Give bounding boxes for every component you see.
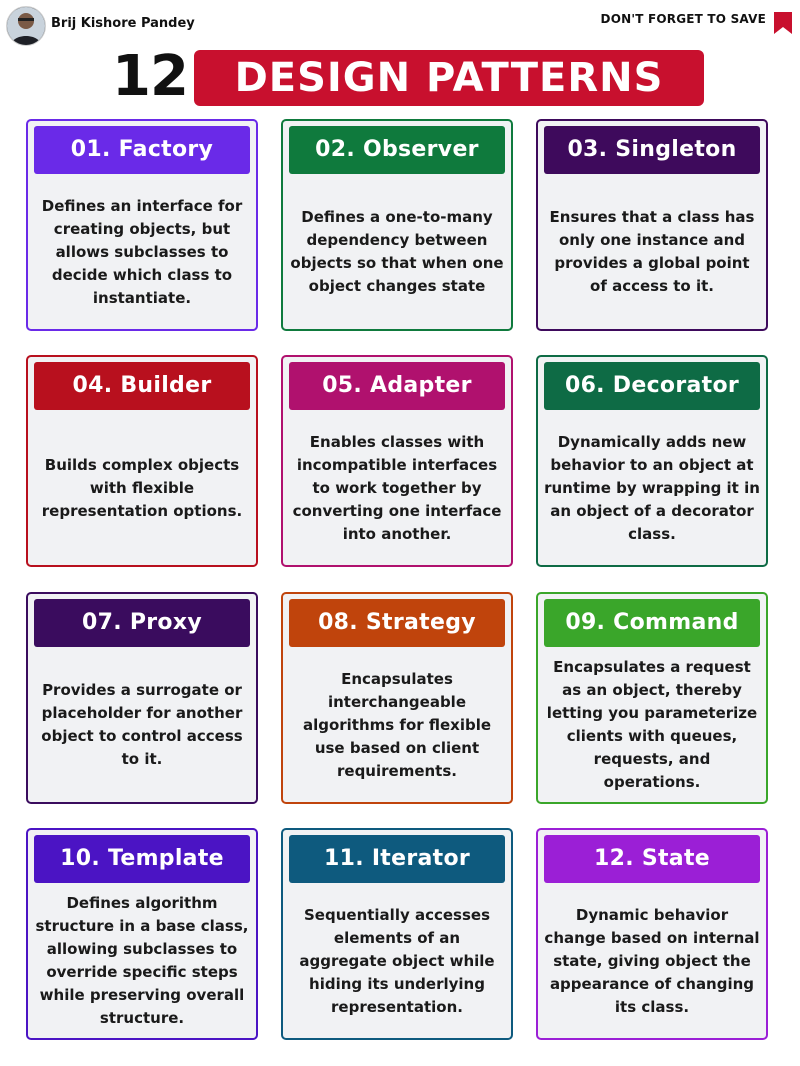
pattern-title: 08. Strategy	[289, 599, 505, 647]
save-reminder: DON'T FORGET TO SAVE	[600, 12, 766, 26]
pattern-title: 10. Template	[34, 835, 250, 883]
pattern-card: 12. State Dynamic behavior change based o…	[536, 828, 768, 1040]
header: Brij Kishore Pandey DON'T FORGET TO SAVE	[0, 0, 800, 46]
pattern-description: Builds complex objects with flexible rep…	[41, 455, 243, 520]
pattern-title: 02. Observer	[289, 126, 505, 174]
pattern-card: 04. Builder Builds complex objects with f…	[26, 355, 258, 567]
title-banner: DESIGN PATTERNS	[194, 50, 704, 106]
pattern-title: 07. Proxy	[34, 599, 250, 647]
pattern-card: 11. Iterator Sequentially accesses elemen…	[281, 828, 513, 1040]
avatar-person-icon	[7, 7, 45, 45]
pattern-card: 09. Command Encapsulates a request as an …	[536, 592, 768, 804]
pattern-description: Defines a one-to-many dependency between…	[290, 208, 504, 295]
pattern-card: 07. Proxy Provides a surrogate or placeho…	[26, 592, 258, 804]
pattern-description: Provides a surrogate or placeholder for …	[41, 681, 243, 768]
pattern-description: Sequentially accesses elements of an agg…	[299, 905, 495, 1016]
pattern-description: Defines an interface for creating object…	[41, 196, 243, 307]
pattern-title: 03. Singleton	[544, 126, 760, 174]
pattern-title: 06. Decorator	[544, 362, 760, 410]
pattern-title: 01. Factory	[34, 126, 250, 174]
pattern-card: 06. Decorator Dynamically adds new behavi…	[536, 355, 768, 567]
pattern-description: Dynamically adds new behavior to an obje…	[544, 432, 760, 543]
pattern-title: 05. Adapter	[289, 362, 505, 410]
pattern-description: Encapsulates interchangeable algorithms …	[302, 669, 492, 780]
pattern-card: 08. Strategy Encapsulates interchangeable…	[281, 592, 513, 804]
pattern-card: 10. Template Defines algorithm structure …	[26, 828, 258, 1040]
pattern-description: Encapsulates a request as an object, the…	[546, 658, 758, 791]
author-avatar	[6, 6, 46, 46]
pattern-description: Defines algorithm structure in a base cl…	[35, 894, 249, 1027]
pattern-card: 03. Singleton Ensures that a class has on…	[536, 119, 768, 331]
pattern-title: 11. Iterator	[289, 835, 505, 883]
pattern-description: Dynamic behavior change based on interna…	[544, 905, 760, 1016]
pattern-title: 12. State	[544, 835, 760, 883]
pattern-description: Ensures that a class has only one instan…	[549, 208, 755, 295]
pattern-description: Enables classes with incompatible interf…	[292, 432, 502, 543]
author-name: Brij Kishore Pandey	[51, 16, 195, 31]
pattern-title: 09. Command	[544, 599, 760, 647]
page-title: 12 DESIGN PATTERNS	[0, 46, 800, 108]
bookmark-icon[interactable]	[774, 12, 792, 34]
title-number: 12	[112, 44, 189, 109]
pattern-card: 01. Factory Defines an interface for crea…	[26, 119, 258, 331]
pattern-card: 05. Adapter Enables classes with incompat…	[281, 355, 513, 567]
pattern-title: 04. Builder	[34, 362, 250, 410]
pattern-card: 02. Observer Defines a one-to-many depend…	[281, 119, 513, 331]
